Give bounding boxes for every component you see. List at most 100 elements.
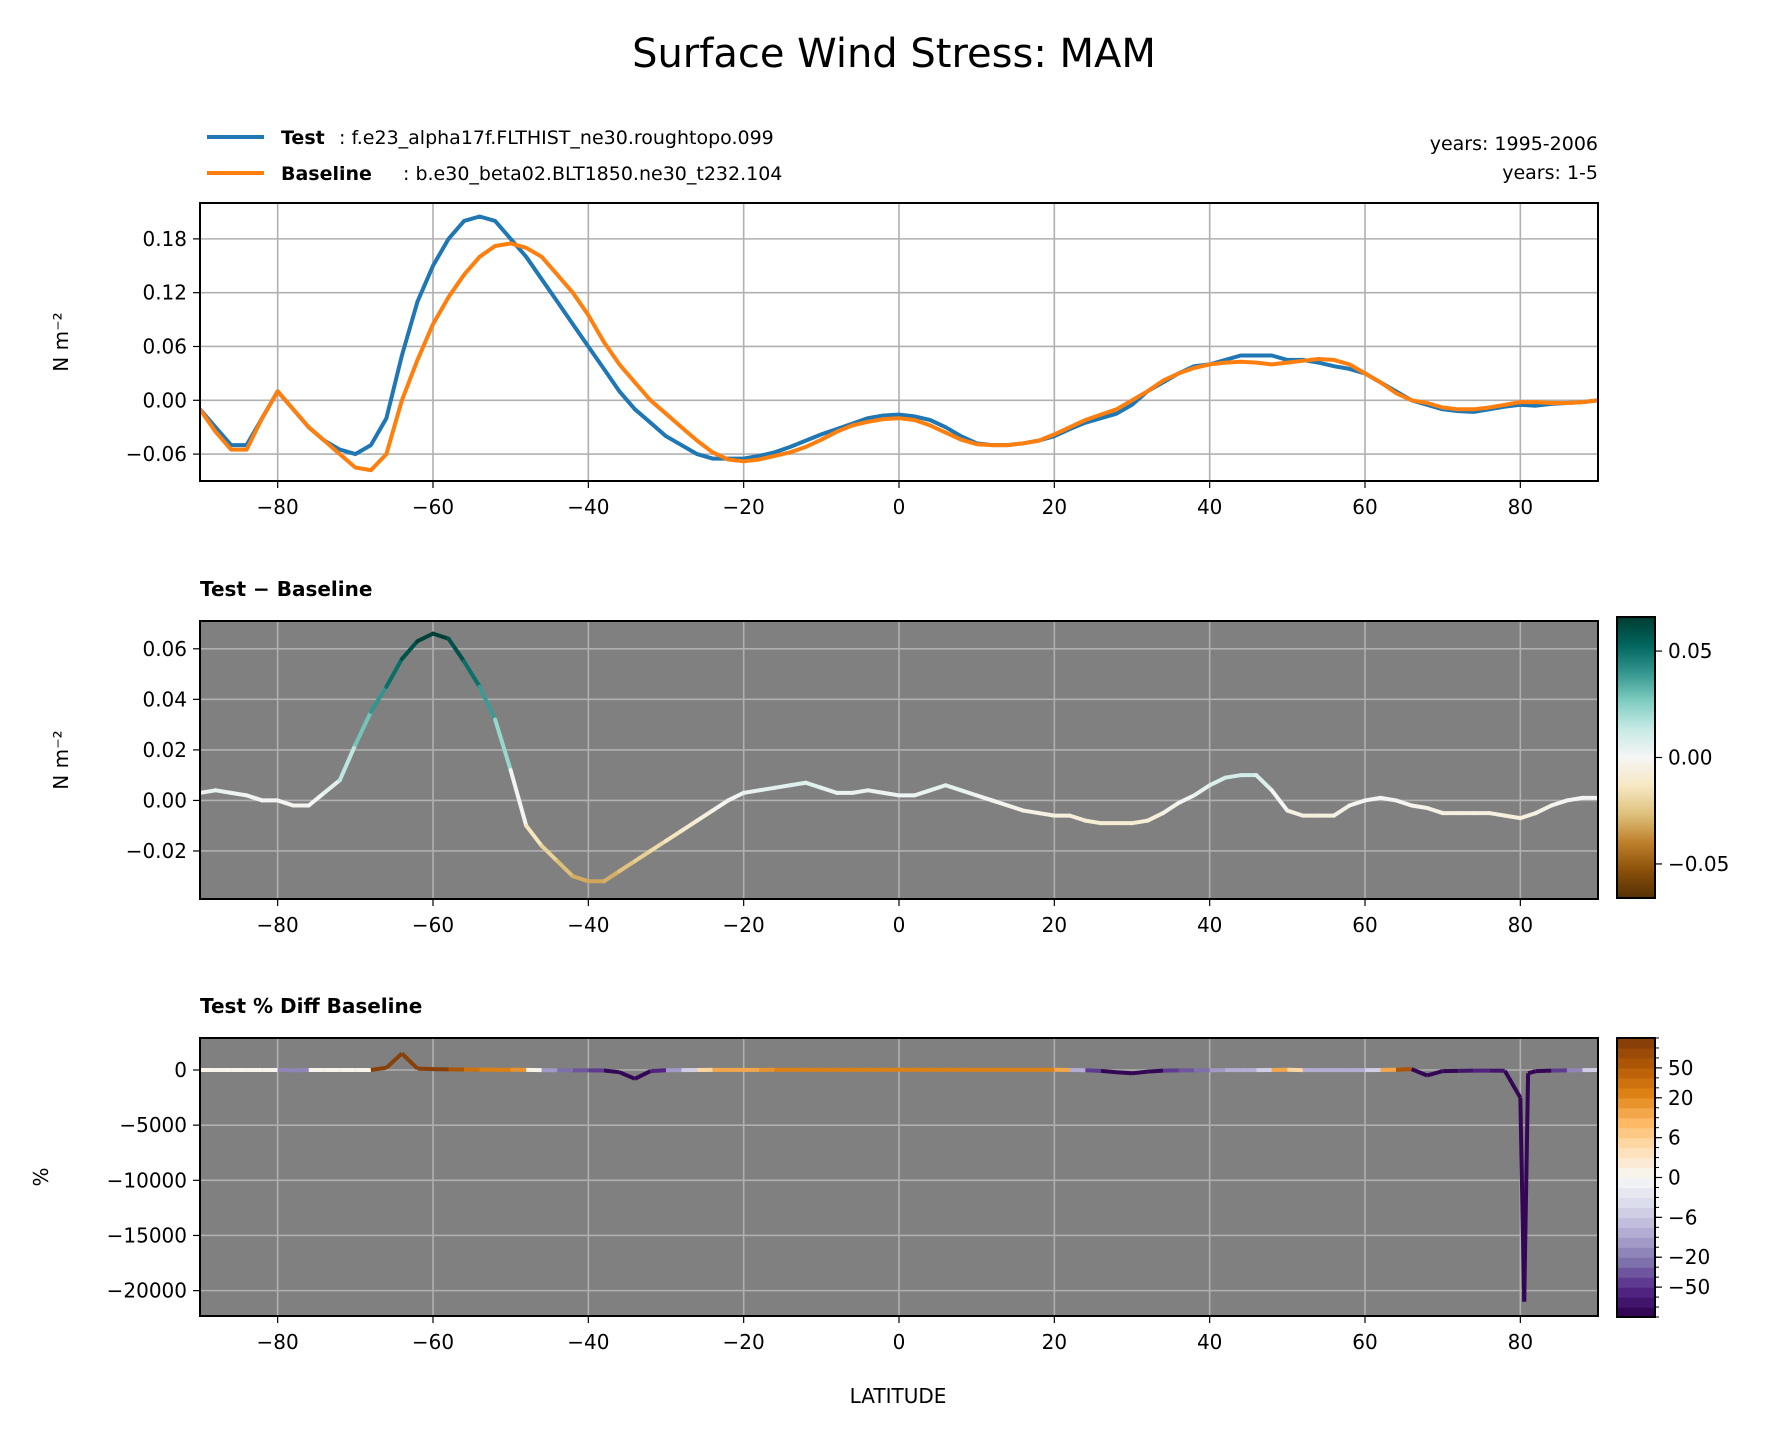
percent-segment — [603, 1068, 620, 1075]
percent-segment — [385, 1051, 404, 1070]
x-tick-label: 20 — [1042, 1330, 1067, 1354]
y-tick-label: −20000 — [107, 1279, 187, 1303]
baseline-years-label: years: 1-5 — [1502, 162, 1598, 184]
colorbar-tick-label: 6 — [1668, 1126, 1681, 1150]
legend-test-label: Test — [281, 127, 325, 149]
x-tick-label: −20 — [723, 913, 765, 937]
difference-segment — [741, 788, 762, 795]
difference-segment — [1145, 811, 1166, 823]
percent-segment — [400, 1052, 419, 1071]
difference-segment — [524, 823, 544, 848]
colorbar-level-band — [1617, 1057, 1655, 1069]
y-tick-label: −0.02 — [126, 839, 187, 863]
colorbar-percent: −50 −20 −6 0 6 20 50 — [1616, 1037, 1710, 1318]
panel-difference-title: Test − Baseline — [200, 577, 372, 601]
colorbar-tick-label: 50 — [1668, 1056, 1693, 1080]
y-axis-label: % — [29, 1167, 53, 1186]
y-tick-label: 0.12 — [142, 281, 187, 305]
x-tick-label: −80 — [257, 495, 299, 519]
percent-segment — [634, 1069, 652, 1081]
colorbar-tick-label: 20 — [1668, 1086, 1693, 1110]
difference-segment — [1254, 773, 1274, 793]
difference-segment — [1036, 811, 1057, 818]
difference-segment — [353, 709, 373, 747]
x-tick-label: 60 — [1352, 913, 1377, 937]
y-tick-label: 0.02 — [142, 738, 187, 762]
y-tick-label: 0.06 — [142, 637, 187, 661]
colorbar-level-band — [1617, 1207, 1655, 1218]
percent-segment — [1085, 1068, 1102, 1073]
colorbar-tick-label: 0.00 — [1668, 746, 1713, 770]
difference-segment — [1518, 811, 1538, 821]
difference-segment — [431, 631, 451, 641]
test-years-label: years: 1995-2006 — [1430, 133, 1598, 155]
percent-segment — [650, 1068, 667, 1074]
y-tick-label: 0.04 — [142, 687, 187, 711]
percent-segment — [1503, 1069, 1523, 1099]
difference-segment — [1161, 800, 1181, 816]
panel-difference: −80 −60 −40 −20 0 20 40 60 80 −0.02 0.00 0.02 0.04 0.… — [49, 620, 1599, 937]
percent-segment — [1116, 1070, 1133, 1076]
difference-segment — [803, 780, 824, 790]
legend-baseline-case: : b.e30_beta02.BLT1850.ne30_t232.104 — [403, 163, 782, 185]
colorbar-level-band — [1617, 1147, 1655, 1159]
difference-segment — [1207, 775, 1228, 788]
difference-segment — [850, 788, 870, 795]
colorbar-bar — [1616, 616, 1656, 899]
panel-means: −80 −60 −40 −20 0 20 40 60 80 −0.06 0.00 0.06 0.12 0.… — [49, 202, 1599, 519]
percent-segment — [1147, 1068, 1164, 1074]
y-axis-label: N m⁻² — [49, 312, 73, 371]
colorbar-tick-label: 0 — [1668, 1166, 1681, 1190]
legend-baseline-label: Baseline — [281, 163, 372, 185]
y-tick-label: −5000 — [119, 1113, 187, 1137]
y-axis-label: N m⁻² — [49, 730, 73, 789]
colorbar-tick-label: −50 — [1668, 1275, 1710, 1299]
difference-segment — [229, 790, 249, 798]
plot-frame — [199, 1037, 1599, 1317]
colorbar-level-band — [1617, 1187, 1655, 1199]
percent-segment — [618, 1070, 636, 1081]
difference-segment — [384, 656, 404, 689]
x-tick-label: −40 — [567, 913, 609, 937]
difference-segment — [213, 788, 234, 795]
colorbar-level-band — [1617, 1047, 1655, 1059]
difference-segment — [1502, 813, 1523, 821]
difference-segment — [570, 874, 591, 884]
x-tick-label: 40 — [1197, 1330, 1222, 1354]
y-tick-label: 0 — [174, 1058, 187, 1082]
x-tick-label: −40 — [567, 1330, 609, 1354]
x-tick-label: −60 — [412, 1330, 454, 1354]
percent-segment — [1131, 1069, 1148, 1076]
difference-segment — [1564, 795, 1585, 803]
difference-segment — [1021, 808, 1041, 816]
percent-segment — [1410, 1067, 1428, 1078]
x-tick-label: 0 — [893, 913, 906, 937]
y-tick-label: 0.00 — [142, 388, 187, 412]
colorbar-level-band — [1617, 1167, 1655, 1179]
difference-segment — [710, 798, 731, 813]
difference-segment — [819, 785, 839, 795]
x-tick-label: 80 — [1508, 913, 1533, 937]
series-line-baseline — [200, 241, 1598, 473]
colorbar-tick-label: −20 — [1668, 1245, 1710, 1269]
difference-segment — [664, 828, 684, 843]
difference-segment — [601, 869, 622, 884]
y-tick-label: 0.18 — [142, 227, 187, 251]
difference-segment — [1130, 818, 1150, 826]
difference-segment — [772, 783, 793, 790]
difference-segment — [679, 818, 700, 833]
x-tick-label: −40 — [567, 495, 609, 519]
legend-test-case: : f.e23_alpha17f.FLTHIST_ne30.roughtopo.… — [339, 127, 774, 149]
x-tick-label: 20 — [1042, 913, 1067, 937]
colorbar-level-band — [1617, 1297, 1655, 1308]
colorbar-tick-label: −0.05 — [1668, 852, 1729, 876]
x-tick-label: 40 — [1197, 495, 1222, 519]
plot-frame — [199, 620, 1599, 900]
colorbar-level-band — [1617, 1077, 1655, 1089]
percent-segment — [1426, 1069, 1444, 1078]
difference-segment — [1549, 798, 1569, 808]
x-tick-label: −80 — [257, 1330, 299, 1354]
y-tick-label: −15000 — [107, 1223, 187, 1247]
difference-segment — [1533, 803, 1554, 816]
x-tick-label: −80 — [257, 913, 299, 937]
